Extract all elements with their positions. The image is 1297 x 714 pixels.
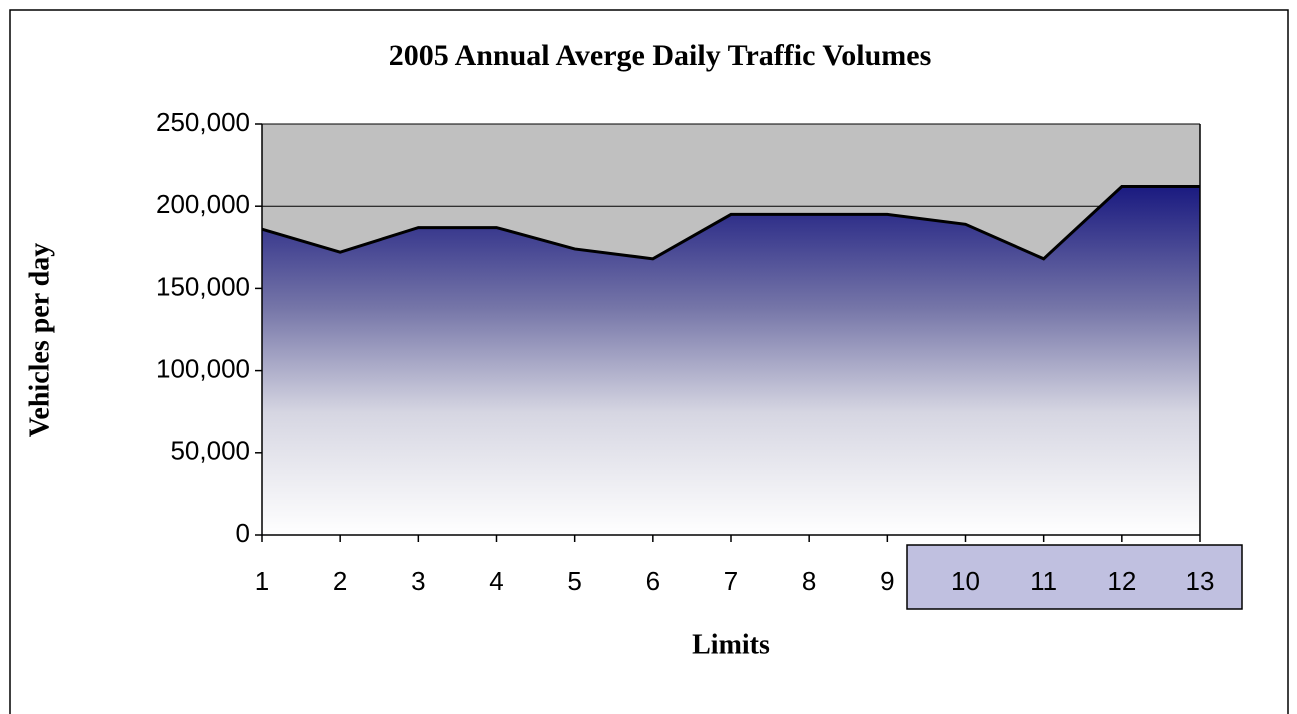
x-tick-label: 6: [646, 566, 660, 596]
area-line: [261, 184, 1200, 261]
y-tick-label: 150,000: [156, 271, 250, 301]
y-tick-label: 100,000: [156, 353, 250, 383]
x-tick-label: 8: [802, 566, 816, 596]
y-axis-label: Vehicles per day: [24, 243, 55, 437]
x-tick-label: 7: [724, 566, 738, 596]
x-tick-label: 3: [411, 566, 425, 596]
x-tick-label: 12: [1107, 566, 1136, 596]
highlight-box: [906, 544, 1243, 610]
x-tick-label: 2: [333, 566, 347, 596]
y-tick-label: 250,000: [156, 107, 250, 137]
x-tick-label: 1: [255, 566, 269, 596]
area: [262, 186, 1200, 536]
x-tick-label: 13: [1186, 566, 1215, 596]
x-tick-label: 10: [951, 566, 980, 596]
x-tick-label: 11: [1030, 566, 1057, 596]
frame: [9, 9, 1289, 714]
x-tick-label: 9: [880, 566, 894, 596]
x-tick-label: 4: [489, 566, 503, 596]
x-axis-label: Limits: [692, 629, 770, 660]
y-tick-label: 50,000: [170, 436, 250, 466]
x-tick-label: 5: [567, 566, 581, 596]
y-tick-label: 0: [236, 518, 250, 548]
y-tick-label: 200,000: [156, 189, 250, 219]
chart-title: 2005 Annual Averge Daily Traffic Volumes: [389, 39, 932, 72]
